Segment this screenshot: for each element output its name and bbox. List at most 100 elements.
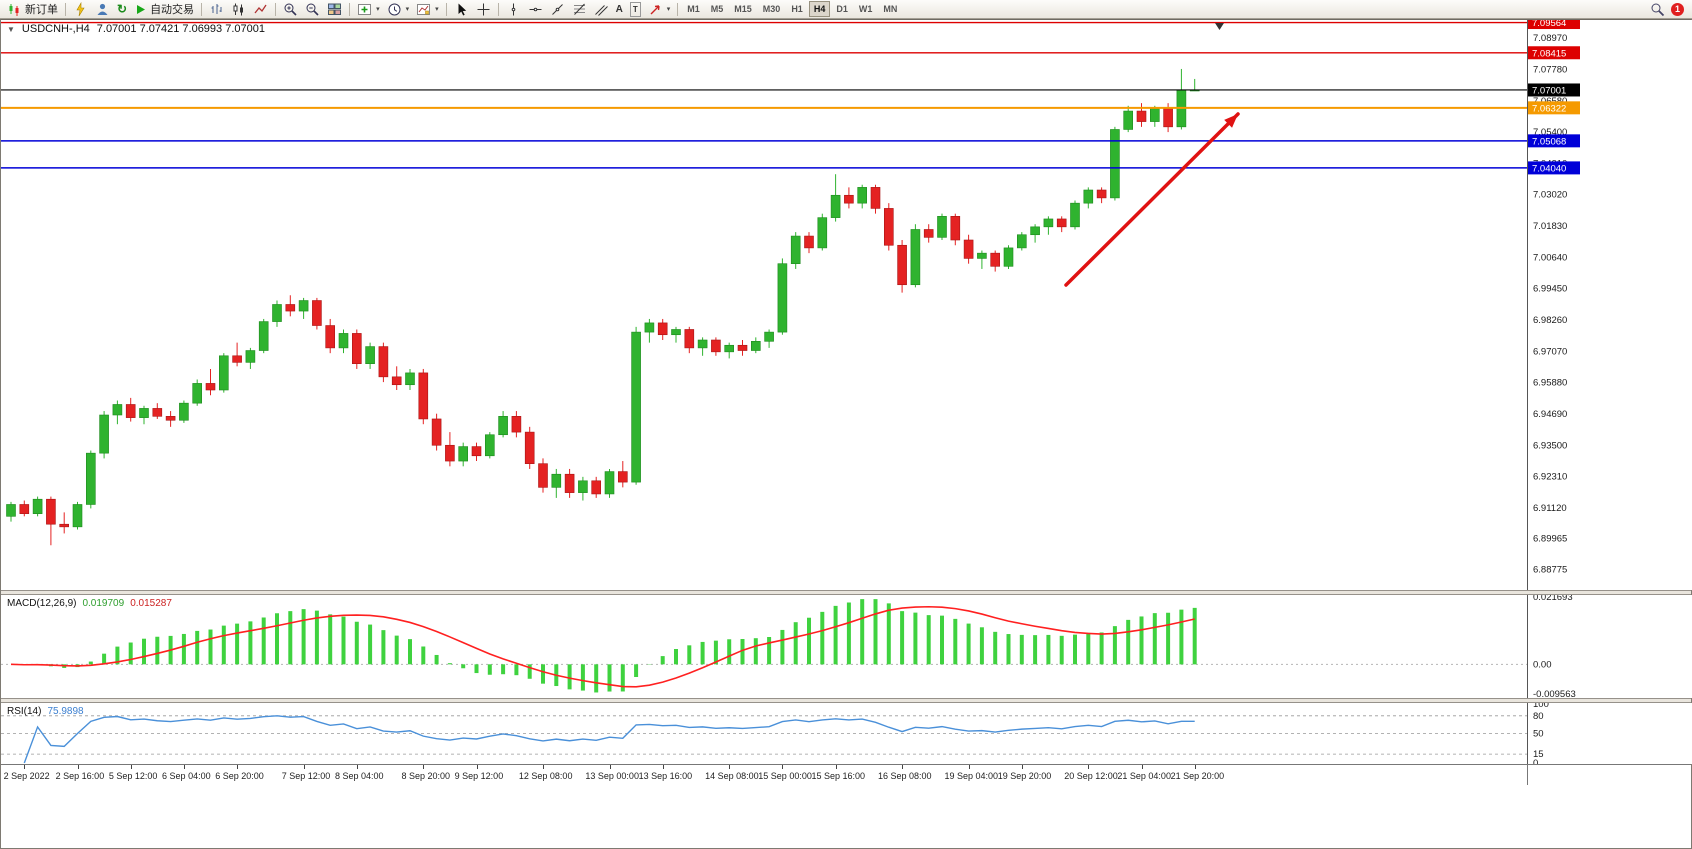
time-label: 21 Sep 20:00 [1170, 771, 1225, 781]
panel-splitter[interactable] [1, 590, 1691, 595]
time-label: 16 Sep 08:00 [877, 771, 932, 781]
fibonacci-button[interactable] [569, 1, 590, 18]
text-icon: A [615, 3, 623, 15]
price-box-label: 7.09564 [1532, 20, 1566, 29]
arrows-tool-icon [650, 4, 660, 14]
toolbar-separator [275, 2, 277, 16]
tile-windows-button[interactable] [324, 1, 345, 18]
time-tick [729, 765, 731, 769]
time-label: 5 Sep 12:00 [108, 771, 158, 781]
timeframe-m30[interactable]: M30 [762, 4, 781, 14]
price-axis-label: 7.05400 [1533, 127, 1567, 138]
price-box [1528, 101, 1580, 115]
line-chart-button[interactable] [250, 1, 271, 18]
time-label: 12 Sep 08:00 [518, 771, 573, 781]
bar-chart-button[interactable] [206, 1, 227, 18]
time-tick [183, 765, 185, 769]
macd-axis-label: 0.021693 [1533, 595, 1573, 603]
periods-button[interactable]: ▾ [384, 1, 413, 18]
notification-count: 1 [1674, 4, 1680, 14]
auto-trading-label: 自动交易 [150, 4, 195, 16]
rsi-axis-label: 0 [1533, 758, 1538, 764]
timeframe-h1[interactable]: H1 [791, 4, 803, 14]
channels-icon [594, 4, 608, 16]
chevron-down-icon: ▾ [666, 6, 671, 13]
new-order-button[interactable]: 新订单 [4, 1, 61, 18]
timeframe-m1[interactable]: M1 [687, 4, 700, 14]
macd-panel-canvas[interactable]: 0.021693 0.00 -0.009563 [1, 595, 1692, 698]
time-axis[interactable]: 2 Sep 2022 2 Sep 16:00 5 Sep 12:00 6 Sep 04… [1, 764, 1691, 785]
panel-splitter[interactable] [1, 698, 1691, 703]
time-tick [662, 765, 664, 769]
chart-title: ▼ USDCNH-,H4 7.07001 7.07421 7.06993 7.0… [7, 23, 265, 35]
time-tick [543, 765, 544, 769]
zoom-in-button[interactable] [280, 1, 301, 18]
trend-arrowhead [1224, 114, 1238, 128]
price-axis-label: 6.91120 [1533, 503, 1567, 514]
time-tick [1021, 765, 1023, 769]
cursor-button[interactable] [451, 1, 472, 18]
price-axis-label: 6.94690 [1533, 409, 1567, 420]
macd-main-value: 0.019709 [82, 598, 125, 609]
text-label-button[interactable]: T [627, 1, 644, 18]
price-box-label: 7.06322 [1532, 103, 1566, 114]
channels-button[interactable] [591, 1, 612, 18]
auto-trading-button[interactable]: 自动交易 [131, 1, 197, 18]
zoom-out-button[interactable] [302, 1, 323, 18]
toolbar-separator [445, 2, 447, 16]
autotrading-play-icon [137, 4, 146, 14]
timeframe-m5[interactable]: M5 [710, 4, 724, 14]
community-button[interactable] [92, 1, 113, 18]
search-icon[interactable] [1650, 2, 1665, 17]
templates-icon [417, 3, 431, 15]
crosshair-button[interactable] [473, 1, 494, 18]
rsi-axis-label: 80 [1533, 711, 1544, 722]
timeframe-w1[interactable]: W1 [858, 4, 873, 14]
timeframe-d1[interactable]: D1 [836, 4, 848, 14]
time-label: 2 Sep 2022 [3, 771, 50, 781]
time-tick [609, 765, 611, 769]
price-axis-label: 6.88775 [1533, 565, 1567, 576]
indicators-button[interactable]: ▾ [354, 1, 383, 18]
main-chart-canvas[interactable]: 7.089707.077807.065807.054007.042107.030… [1, 20, 1692, 590]
time-label: 9 Sep 12:00 [454, 771, 504, 781]
indicators-icon [358, 3, 372, 15]
time-tick [423, 765, 425, 769]
rsi-name: RSI(14) [7, 706, 42, 717]
rsi-axis-label: 15 [1533, 749, 1544, 760]
horizontal-line-button[interactable] [525, 1, 546, 18]
zoom-out-icon [306, 3, 319, 16]
chart-dropdown-icon[interactable]: ▼ [7, 24, 15, 34]
price-axis-label: 7.03020 [1533, 190, 1567, 201]
timeframe-h4[interactable]: H4 [808, 1, 831, 17]
candlestick-chart-button[interactable] [228, 1, 249, 18]
crosshair-icon [477, 3, 490, 15]
time-label: 19 Sep 20:00 [997, 771, 1052, 781]
toolbar-separator [349, 2, 351, 16]
text-button[interactable]: A [613, 1, 626, 18]
toolbar-separator [65, 2, 66, 16]
price-box [1528, 46, 1580, 60]
tile-windows-icon [328, 3, 342, 15]
timeframe-m15[interactable]: M15 [734, 4, 752, 14]
macd-signal-line [10, 605, 1195, 688]
notification-badge[interactable]: 1 [1671, 2, 1684, 16]
toolbar: 新订单 ↻ 自动交易 [0, 0, 1692, 19]
rsi-line [23, 715, 1195, 764]
time-label: 6 Sep 20:00 [215, 771, 264, 781]
time-label: 7 Sep 12:00 [281, 771, 331, 781]
metaeditor-button[interactable] [70, 1, 91, 18]
trendline-button[interactable] [547, 1, 568, 18]
refresh-icon: ↻ [117, 1, 128, 16]
new-order-label: 新订单 [25, 4, 58, 16]
periods-clock-icon [388, 3, 401, 15]
templates-button[interactable]: ▾ [413, 1, 442, 18]
fibonacci-icon [573, 3, 585, 15]
timeframe-mn[interactable]: MN [883, 4, 898, 14]
price-box [1528, 134, 1580, 148]
axis-corner-divider [1527, 765, 1528, 785]
refresh-button[interactable]: ↻ [114, 1, 130, 18]
vertical-line-button[interactable] [503, 1, 524, 18]
arrows-button[interactable]: ▾ [645, 1, 674, 18]
